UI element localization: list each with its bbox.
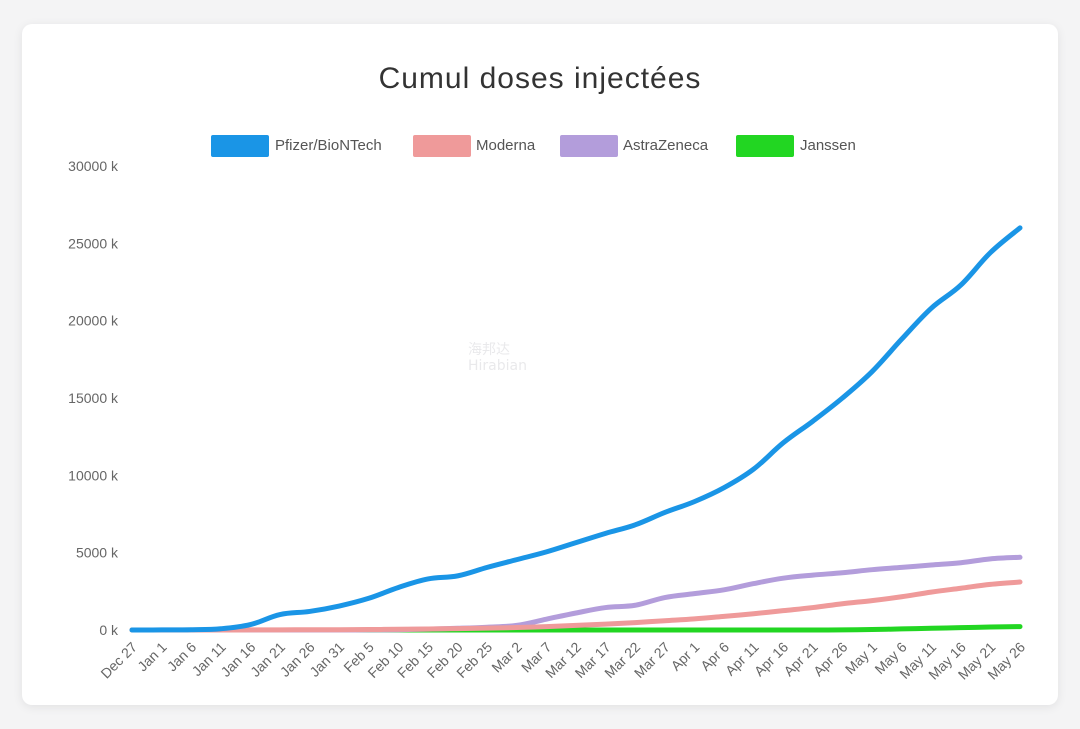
legend-swatch — [413, 135, 471, 157]
x-tick-label: Mar 2 — [488, 639, 525, 676]
legend-label: AstraZeneca — [623, 137, 709, 154]
legend-label: Moderna — [476, 137, 536, 154]
legend-label: Janssen — [800, 137, 856, 154]
y-axis: 0 k 5000 k 10000 k 15000 k 20000 k 25000 k 300… — [68, 158, 119, 638]
x-tick-label: Jan 1 — [134, 639, 170, 675]
series-layer — [129, 225, 1023, 633]
series-moderna — [129, 579, 1023, 633]
chart-legend: Pfizer/BioNTech Moderna AstraZeneca Janssen — [211, 135, 856, 157]
series-pfizer-biontech — [129, 225, 1023, 633]
x-tick-label: Dec 27 — [97, 639, 140, 682]
watermark-line-2: Hirabian — [468, 358, 527, 374]
watermark-line-1: 海邦达 — [468, 342, 510, 358]
series-line-moderna — [129, 579, 1023, 633]
x-tick-label: Apr 26 — [810, 639, 851, 680]
legend-item-astrazeneca[interactable]: AstraZeneca — [560, 135, 709, 157]
y-tick-label: 5000 k — [76, 545, 119, 561]
legend-item-janssen[interactable]: Janssen — [736, 135, 856, 157]
legend-swatch — [211, 135, 269, 157]
x-tick-label: Apr 1 — [668, 639, 703, 674]
legend-label: Pfizer/BioNTech — [275, 137, 382, 154]
y-tick-label: 30000 k — [68, 158, 119, 174]
x-tick-label: May 1 — [842, 639, 880, 677]
legend-item-pfizer-biontech[interactable]: Pfizer/BioNTech — [211, 135, 382, 157]
series-line-pfizer-biontech — [129, 225, 1023, 633]
y-tick-label: 0 k — [99, 622, 119, 638]
y-tick-label: 15000 k — [68, 390, 119, 406]
y-tick-label: 20000 k — [68, 313, 119, 329]
watermark: 海邦达 Hirabian — [468, 342, 527, 374]
chart-card — [22, 24, 1058, 705]
chart-title: Cumul doses injectées — [378, 62, 702, 95]
y-tick-label: 10000 k — [68, 467, 119, 483]
legend-swatch — [560, 135, 618, 157]
legend-item-moderna[interactable]: Moderna — [413, 135, 536, 157]
y-tick-label: 25000 k — [68, 235, 119, 251]
legend-swatch — [736, 135, 794, 157]
